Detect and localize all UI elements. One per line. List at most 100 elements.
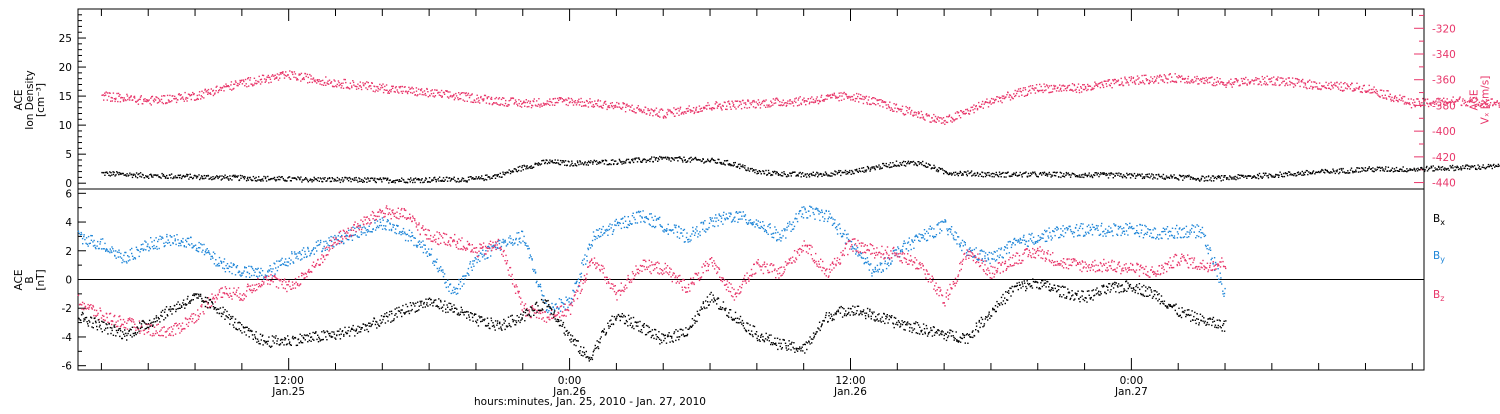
ion-density-point	[1459, 168, 1460, 169]
vx-point	[349, 88, 350, 89]
vx-point	[573, 104, 574, 105]
ion-density-point	[306, 178, 307, 179]
ion-density-point	[1014, 173, 1015, 174]
vx-point	[216, 86, 217, 87]
vx-point	[315, 81, 316, 82]
ion-density-point	[977, 173, 978, 174]
ion-density-point	[1405, 171, 1406, 172]
vx-point	[493, 102, 494, 103]
vx-point	[114, 98, 115, 99]
vx-point	[207, 94, 208, 95]
vx-point	[582, 101, 583, 102]
ion-density-point	[359, 181, 360, 182]
vx-point	[779, 101, 780, 102]
vx-point	[700, 111, 701, 112]
vx-point	[1494, 103, 1495, 104]
vx-point	[1138, 84, 1139, 85]
vx-point	[1149, 83, 1150, 84]
vx-point	[1100, 87, 1101, 88]
vx-point	[1252, 79, 1253, 80]
vx-point	[525, 102, 526, 103]
vx-point	[1152, 78, 1153, 79]
ion-density-point	[884, 165, 885, 166]
vx-point	[309, 74, 310, 75]
vx-point	[974, 108, 975, 109]
vx-point	[932, 117, 933, 118]
ion-density-point	[1295, 173, 1296, 174]
ion-density-point	[483, 178, 484, 179]
ion-density-point	[304, 179, 305, 180]
vx-point	[815, 102, 816, 103]
ion-density-point	[1043, 173, 1044, 174]
vx-point	[1027, 93, 1028, 94]
vx-point	[162, 102, 163, 103]
vx-point	[735, 100, 736, 101]
ion-density-point	[147, 176, 148, 177]
vx-point	[1435, 100, 1436, 101]
ion-density-point	[436, 179, 437, 180]
ion-density-point	[439, 177, 440, 178]
ion-density-point	[594, 160, 595, 161]
ion-density-point	[468, 177, 469, 178]
vx-point	[872, 103, 873, 104]
ion-density-point	[281, 176, 282, 177]
ion-density-point	[173, 177, 174, 178]
vx-point	[766, 104, 767, 105]
ion-density-point	[381, 181, 382, 182]
ion-density-point	[1395, 170, 1396, 171]
ion-density-point	[669, 157, 670, 158]
vx-point	[520, 101, 521, 102]
ion-density-point	[974, 173, 975, 174]
vx-point	[998, 101, 999, 102]
vx-point	[351, 85, 352, 86]
vx-point	[237, 85, 238, 86]
vx-point	[605, 101, 606, 102]
vx-point	[969, 113, 970, 114]
vx-point	[1185, 78, 1186, 79]
ion-density-point	[1401, 169, 1402, 170]
vx-point	[924, 119, 925, 120]
ion-density-point	[181, 178, 182, 179]
vx-point	[1420, 106, 1421, 107]
ion-density-point	[279, 179, 280, 180]
vx-point	[1013, 93, 1014, 94]
ion-density-point	[961, 175, 962, 176]
vx-point	[419, 93, 420, 94]
vx-point	[760, 107, 761, 108]
vx-point	[751, 102, 752, 103]
vx-point	[1479, 102, 1480, 103]
ion-density-point	[763, 171, 764, 172]
ion-density-point	[189, 177, 190, 178]
vx-point	[1007, 92, 1008, 93]
ion-density-point	[668, 159, 669, 160]
ion-density-point	[1412, 169, 1413, 170]
vx-point	[972, 107, 973, 108]
vx-point	[1162, 81, 1163, 82]
ion-density-point	[1136, 175, 1137, 176]
vx-point	[266, 79, 267, 80]
ion-density-point	[1283, 173, 1284, 174]
vx-point	[277, 73, 278, 74]
ion-density-point	[1080, 176, 1081, 177]
vx-point	[627, 105, 628, 106]
ion-density-point	[1184, 177, 1185, 178]
ion-density-point	[723, 164, 724, 165]
ion-density-point	[392, 182, 393, 183]
ion-density-point	[180, 174, 181, 175]
ion-density-point	[307, 180, 308, 181]
vx-point	[486, 102, 487, 103]
vx-point	[123, 100, 124, 101]
vx-point	[1273, 76, 1274, 77]
vx-point	[1247, 84, 1248, 85]
vx-point	[608, 105, 609, 106]
ion-density-point	[1133, 175, 1134, 176]
vx-point	[271, 76, 272, 77]
ion-density-point	[693, 159, 694, 160]
ion-density-point	[1243, 177, 1244, 178]
vx-point	[715, 103, 716, 104]
ion-density-point	[874, 168, 875, 169]
ion-density-point	[858, 172, 859, 173]
ion-density-point	[561, 162, 562, 163]
vx-point	[329, 80, 330, 81]
